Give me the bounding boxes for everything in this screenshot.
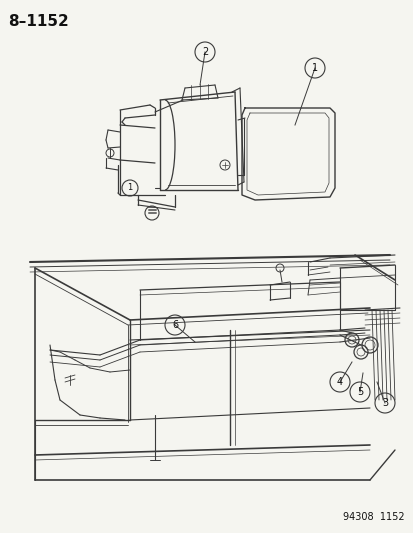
- Text: 3: 3: [381, 398, 387, 408]
- Text: 8–1152: 8–1152: [8, 14, 69, 29]
- Text: 2: 2: [202, 47, 208, 57]
- Text: 4: 4: [336, 377, 342, 387]
- Text: 6: 6: [171, 320, 178, 330]
- Text: 94308  1152: 94308 1152: [342, 512, 404, 522]
- Text: 5: 5: [356, 387, 362, 397]
- Text: 1: 1: [127, 183, 132, 192]
- Text: 1: 1: [311, 63, 317, 73]
